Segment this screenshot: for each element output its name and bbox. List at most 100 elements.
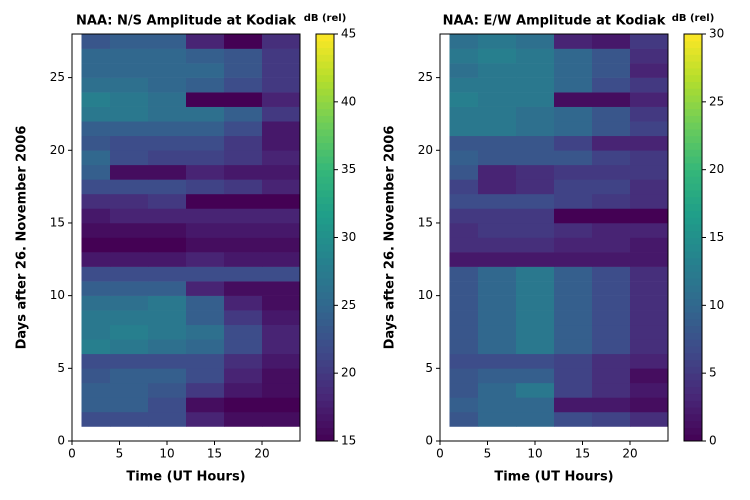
heatmap-cell: [110, 266, 149, 282]
colorbar-segment: [684, 237, 702, 245]
heatmap-cell: [478, 34, 517, 49]
heatmap-cell: [554, 266, 593, 282]
colorbar-segment: [684, 251, 702, 259]
heatmap-cell: [148, 208, 187, 224]
heatmap-cell: [186, 222, 225, 238]
heatmap-cell: [592, 77, 631, 93]
heatmap-cell: [81, 397, 111, 413]
colorbar-segment: [684, 264, 702, 272]
heatmap-cell: [516, 77, 555, 93]
heatmap-cell: [630, 193, 669, 209]
heatmap-cell: [592, 164, 631, 180]
heatmap-cell: [224, 77, 263, 93]
heatmap-cell: [110, 193, 149, 209]
heatmap-cell: [449, 222, 479, 238]
colorbar-segment: [316, 407, 334, 415]
colorbar-segment: [316, 305, 334, 313]
heatmap-cell: [592, 121, 631, 137]
heatmap-cell: [554, 121, 593, 137]
heatmap-cell: [554, 237, 593, 253]
heatmap-cell: [81, 121, 111, 137]
heatmap-cell: [630, 106, 669, 122]
colorbar-segment: [684, 305, 702, 313]
heatmap-cell: [148, 135, 187, 151]
heatmap-cell: [81, 150, 111, 166]
colorbar-segment: [684, 135, 702, 144]
colorbar-segment: [684, 67, 702, 76]
heatmap-cell: [516, 150, 555, 166]
heatmap-cell: [186, 179, 225, 195]
x-tick-label: 20: [622, 447, 637, 461]
heatmap-cell: [630, 339, 669, 355]
heatmap-cell: [110, 135, 149, 151]
colorbar-segment: [684, 61, 702, 69]
heatmap-cell: [224, 92, 263, 107]
colorbar-segment: [684, 434, 702, 442]
heatmap-cell: [554, 222, 593, 238]
y-tick-label: 0: [425, 434, 433, 448]
heatmap-cell: [449, 121, 479, 137]
colorbar-segment: [316, 34, 334, 42]
y-tick-label: 20: [50, 143, 65, 157]
heatmap-cell: [516, 121, 555, 137]
heatmap-cell: [554, 252, 593, 267]
heatmap-cell: [478, 208, 517, 224]
heatmap-cell: [148, 295, 187, 311]
heatmap-cell: [449, 266, 479, 282]
heatmap-cell: [148, 397, 187, 413]
colorbar-segment: [316, 149, 334, 157]
colorbar-segment: [684, 40, 702, 49]
heatmap-cell: [110, 77, 149, 93]
heatmap-cell: [262, 77, 301, 93]
colorbar-segment: [316, 393, 334, 401]
y-tick-label: 25: [418, 70, 433, 84]
heatmap-cell: [478, 368, 517, 384]
heatmap-cell: [81, 193, 111, 209]
heatmap-cell: [186, 295, 225, 311]
heatmap-cell: [110, 310, 149, 326]
heatmap-cell: [449, 34, 479, 49]
colorbar-tick-label: 25: [709, 94, 724, 108]
colorbar-segment: [316, 257, 334, 266]
heatmap-cell: [81, 77, 111, 93]
colorbar-segment: [684, 176, 702, 184]
colorbar-tick-label: 35: [341, 162, 356, 176]
heatmap-cell: [554, 193, 593, 209]
colorbar-segment: [316, 386, 334, 395]
colorbar-segment: [684, 298, 702, 306]
heatmap-cell: [262, 411, 301, 427]
heatmap-cell: [224, 266, 263, 282]
heatmap-cell: [262, 63, 301, 78]
heatmap-cell: [81, 295, 111, 311]
heatmap-cell: [148, 121, 187, 137]
axes-frame: [439, 33, 669, 442]
colorbar-segment: [684, 190, 702, 198]
heatmap-cell: [148, 164, 187, 180]
heatmap-cell: [186, 150, 225, 166]
heatmap-cell: [148, 281, 187, 296]
colorbar-tick-label: 40: [341, 94, 356, 108]
heatmap-cell: [592, 353, 631, 369]
heatmap-cell: [630, 135, 669, 151]
colorbar-segment: [684, 413, 702, 422]
colorbar-segment: [316, 223, 334, 232]
colorbar-segment: [684, 101, 702, 110]
heatmap-cell: [262, 34, 301, 49]
colorbar-segment: [316, 400, 334, 408]
heatmap-cell: [224, 281, 263, 296]
colorbar-segment: [684, 95, 702, 103]
heatmap-cell: [224, 179, 263, 195]
heatmap-cell: [592, 135, 631, 151]
colorbar-segment: [316, 284, 334, 293]
heatmap-cell: [516, 281, 555, 296]
colorbar-segment: [684, 223, 702, 232]
heatmap-cell: [516, 222, 555, 238]
heatmap-cell: [262, 193, 301, 209]
heatmap-cell: [148, 106, 187, 122]
heatmap-cell: [592, 222, 631, 238]
heatmap-cell: [186, 135, 225, 151]
heatmap-cell: [148, 310, 187, 326]
y-tick-label: 20: [418, 143, 433, 157]
heatmap-cell: [554, 63, 593, 78]
heatmap-cell: [262, 310, 301, 326]
